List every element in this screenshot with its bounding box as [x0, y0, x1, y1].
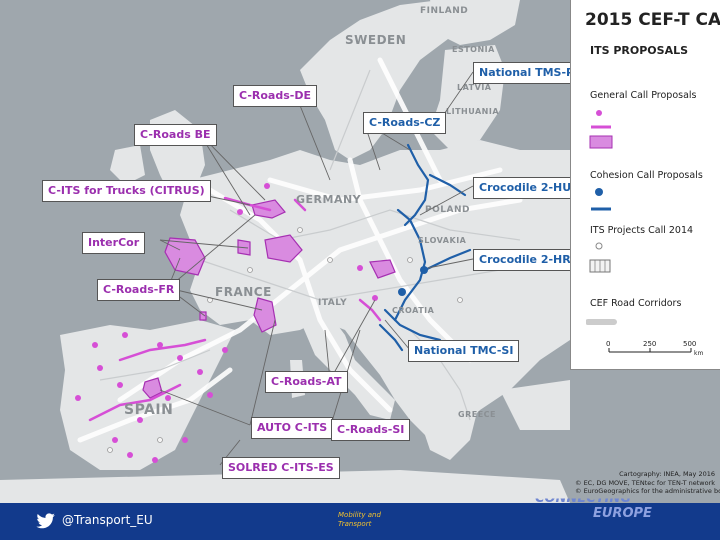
- land-finland: [430, 0, 520, 45]
- country-label-germany: GERMANY: [296, 193, 362, 206]
- connecting-europe-logo: CONNECTING EUROPE: [535, 491, 652, 522]
- twitter-handle-link[interactable]: @Transport_EU: [62, 513, 153, 527]
- scale-tick-500: 500: [683, 340, 696, 348]
- country-label-spain: SPAIN: [124, 402, 174, 418]
- credit-line: © EC, DG MOVE, TENtec for TEN-T network: [575, 478, 716, 487]
- country-label-poland: POLAND: [425, 205, 470, 215]
- its-projects-2014: [107, 227, 463, 453]
- legend-symbol-cef-road-corridors: [586, 319, 617, 325]
- legend-symbol-general-call: [589, 110, 613, 149]
- country-label-lithuania: LITHUANIA: [446, 107, 500, 116]
- callout-national-tmc-si: National TMC-SI: [408, 340, 520, 362]
- callout-c-roads-de: C-Roads-DE: [233, 85, 317, 107]
- callout-c-roads-be: C-Roads BE: [134, 124, 217, 146]
- land-turkey: [500, 380, 570, 430]
- cohesion-call-points: [398, 266, 428, 296]
- callout-auto-c-its: AUTO C-ITS: [251, 417, 334, 439]
- map-legend: 2015 CEF-T CALL ITS PROPOSALS General Ca…: [570, 0, 720, 370]
- legend-label-general-call: General Call Proposals: [590, 90, 697, 101]
- country-label-italy: ITALY: [318, 298, 348, 308]
- road-network: [99, 69, 521, 421]
- callout-solred-c-its-es: SOLRED C-ITS-ES: [222, 457, 340, 479]
- legend-subtitle: ITS PROPOSALS: [590, 44, 689, 57]
- callout-c-roads-fr: C-Roads-FR: [97, 279, 181, 301]
- general-call-points: [75, 183, 378, 463]
- scale-unit: km: [694, 350, 703, 357]
- map-frame: FINLAND SWEDEN ESTONIA LATVIA LITHUANIA …: [0, 0, 720, 503]
- country-label-croatia: CROATIA: [392, 306, 435, 315]
- twitter-bird-icon: [36, 513, 55, 529]
- mobility-line-1: Mobility and: [338, 511, 381, 519]
- legend-label-cohesion-call: Cohesion Call Proposals: [590, 170, 703, 181]
- callout-c-roads-cz: C-Roads-CZ: [363, 112, 447, 134]
- callout-c-roads-at: C-Roads-AT: [265, 371, 348, 393]
- legend-label-its-projects-2014: ITS Projects Call 2014: [590, 225, 694, 236]
- mobility-and-transport-label: Mobility and Transport: [338, 511, 381, 529]
- country-label-slovakia: SLOVAKIA: [418, 236, 467, 245]
- cohesion-call-routes: [378, 143, 472, 352]
- connecting-text: CONNECTING: [535, 491, 632, 507]
- country-label-france: FRANCE: [215, 285, 272, 299]
- legend-symbol-its-projects-2014: [589, 242, 611, 273]
- legend-title: 2015 CEF-T CALL: [585, 10, 720, 30]
- callout-intercor: InterCor: [82, 232, 146, 254]
- map-credits: Cartography: INEA, May 2016 © EC, DG MOV…: [575, 470, 720, 496]
- land-scandinavia: [300, 0, 470, 160]
- footer-bar: @Transport_EU Mobility and Transport CON…: [0, 499, 720, 540]
- country-label-finland: FINLAND: [420, 6, 469, 16]
- credit-line: Cartography: INEA, May 2016: [619, 470, 715, 478]
- europe-text: EUROPE: [593, 506, 652, 521]
- mobility-line-2: Transport: [338, 520, 372, 528]
- callout-crocodile-2-hr: Crocodile 2-HR: [473, 249, 577, 271]
- callout-c-its-for-trucks: C-ITS for Trucks (CITRUS): [42, 180, 211, 202]
- callout-national-tms-pl: National TMS-PL: [473, 62, 588, 84]
- country-label-sweden: SWEDEN: [345, 33, 407, 47]
- scale-tick-0: 0: [606, 340, 610, 348]
- country-label-latvia: LATVIA: [457, 83, 492, 92]
- scale-bar: 0 250 500 km: [606, 340, 703, 357]
- legend-label-cef-road-corridors: CEF Road Corridors: [590, 298, 682, 309]
- scale-tick-250: 250: [643, 340, 656, 348]
- credit-line: © EuroGeographics for the administrative…: [575, 487, 720, 495]
- country-label-estonia: ESTONIA: [452, 45, 495, 54]
- land-ireland: [110, 145, 145, 185]
- legend-symbol-cohesion-call: [591, 188, 611, 211]
- callout-crocodile-2-hu: Crocodile 2-HU: [473, 177, 578, 199]
- country-label-greece: GREECE: [458, 410, 496, 419]
- general-call-areas: [142, 199, 396, 399]
- callout-c-roads-si: C-Roads-SI: [331, 419, 411, 441]
- land-africa: [0, 470, 570, 503]
